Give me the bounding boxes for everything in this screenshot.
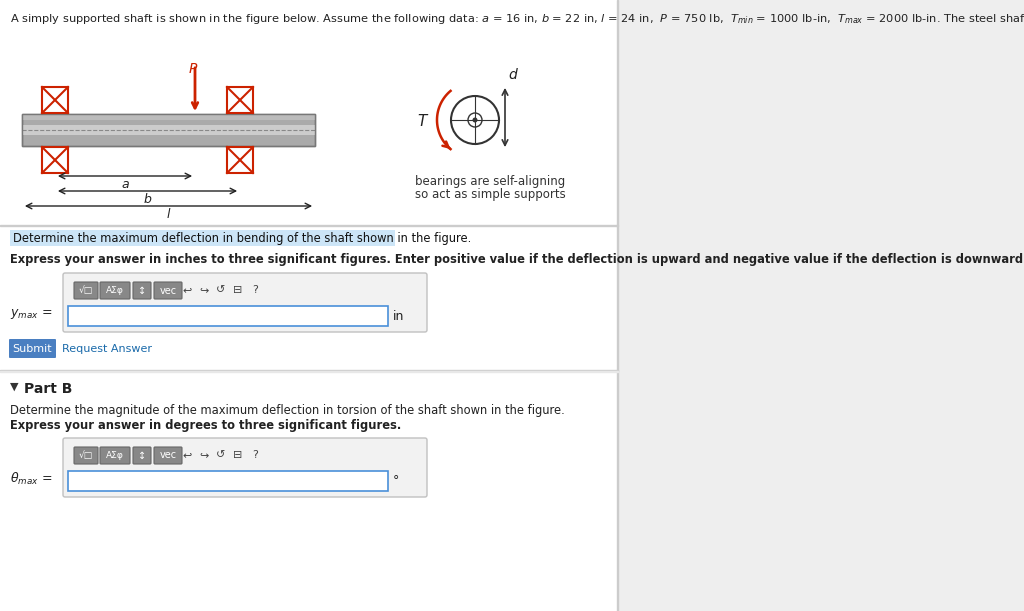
Text: ↩: ↩ <box>182 285 191 295</box>
FancyBboxPatch shape <box>74 447 98 464</box>
Text: vec: vec <box>160 450 176 461</box>
FancyBboxPatch shape <box>9 339 56 358</box>
Text: Determine the maximum deflection in bending of the shaft shown in the figure.: Determine the maximum deflection in bend… <box>13 232 471 245</box>
Text: ▼: ▼ <box>10 382 18 392</box>
Text: √□: √□ <box>79 286 93 295</box>
Text: Part B: Part B <box>24 382 73 396</box>
Text: √□: √□ <box>79 451 93 460</box>
Text: so act as simple supports: so act as simple supports <box>415 188 565 201</box>
FancyBboxPatch shape <box>63 273 427 332</box>
FancyBboxPatch shape <box>154 282 182 299</box>
Text: ⊟: ⊟ <box>233 285 243 295</box>
Text: Express your answer in inches to three significant figures. Enter positive value: Express your answer in inches to three s… <box>10 253 1024 266</box>
Bar <box>68 306 388 326</box>
Text: $\theta_{max}$ =: $\theta_{max}$ = <box>10 471 52 487</box>
Bar <box>0 371 618 372</box>
Text: ΑΣφ: ΑΣφ <box>106 451 124 460</box>
Text: bearings are self-aligning: bearings are self-aligning <box>415 175 565 188</box>
Text: ?: ? <box>252 450 258 460</box>
Bar <box>68 471 388 491</box>
Text: ↪: ↪ <box>200 285 209 295</box>
Text: b: b <box>143 193 152 206</box>
Bar <box>0 370 618 371</box>
Text: ↕: ↕ <box>138 285 146 296</box>
FancyBboxPatch shape <box>74 282 98 299</box>
Circle shape <box>472 117 477 122</box>
Bar <box>10 230 395 246</box>
Circle shape <box>451 96 499 144</box>
Text: a: a <box>121 178 129 191</box>
Bar <box>22 125 315 135</box>
FancyBboxPatch shape <box>63 438 427 497</box>
Text: °: ° <box>393 475 399 488</box>
Bar <box>618 0 1024 611</box>
FancyBboxPatch shape <box>133 282 151 299</box>
Text: ↪: ↪ <box>200 450 209 460</box>
Bar <box>42 87 68 113</box>
Text: ↩: ↩ <box>182 450 191 460</box>
Text: Submit: Submit <box>12 343 52 354</box>
Text: ↺: ↺ <box>216 285 225 295</box>
Text: Determine the magnitude of the maximum deflection in torsion of the shaft shown : Determine the magnitude of the maximum d… <box>10 404 565 417</box>
FancyBboxPatch shape <box>154 447 182 464</box>
Bar <box>0 225 618 226</box>
Text: A simply supported shaft is shown in the figure below. Assume the following data: A simply supported shaft is shown in the… <box>10 12 1024 26</box>
Text: $y_{max}$ =: $y_{max}$ = <box>10 307 52 321</box>
FancyBboxPatch shape <box>100 447 130 464</box>
Bar <box>22 114 315 120</box>
Text: d: d <box>508 68 517 82</box>
Bar <box>22 114 315 146</box>
Text: ⊟: ⊟ <box>233 450 243 460</box>
Circle shape <box>468 113 482 127</box>
Text: Request Answer: Request Answer <box>62 343 152 354</box>
FancyBboxPatch shape <box>100 282 130 299</box>
Text: ΑΣφ: ΑΣφ <box>106 286 124 295</box>
FancyBboxPatch shape <box>133 447 151 464</box>
Bar <box>227 147 253 173</box>
Text: ?: ? <box>252 285 258 295</box>
Text: ↕: ↕ <box>138 450 146 461</box>
Bar <box>42 147 68 173</box>
Text: vec: vec <box>160 285 176 296</box>
Bar <box>22 114 315 146</box>
Text: in: in <box>393 310 404 323</box>
Bar <box>227 87 253 113</box>
Text: T: T <box>418 114 427 130</box>
Text: Express your answer in degrees to three significant figures.: Express your answer in degrees to three … <box>10 419 401 432</box>
Text: l: l <box>167 208 170 221</box>
Text: P: P <box>188 62 198 76</box>
Text: ↺: ↺ <box>216 450 225 460</box>
